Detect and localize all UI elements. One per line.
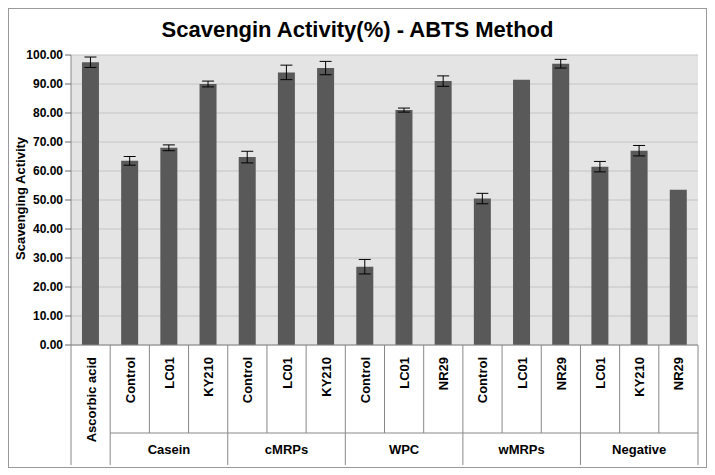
- svg-text:60.00: 60.00: [33, 164, 63, 178]
- svg-text:NR29: NR29: [554, 357, 569, 390]
- svg-text:KY210: KY210: [201, 357, 216, 397]
- svg-text:Ascorbic acid: Ascorbic acid: [84, 357, 99, 442]
- svg-text:wMRPs: wMRPs: [498, 442, 545, 457]
- svg-text:NR29: NR29: [436, 357, 451, 390]
- svg-text:KY210: KY210: [319, 357, 334, 397]
- svg-text:Control: Control: [240, 357, 255, 403]
- svg-text:cMRPs: cMRPs: [265, 442, 308, 457]
- svg-text:KY210: KY210: [632, 357, 647, 397]
- svg-text:30.00: 30.00: [33, 251, 63, 265]
- html-text:Scavengin Activity(%) - ABTS M: Scavengin Activity(%) - ABTS Method: [161, 17, 554, 42]
- svg-text:NR29: NR29: [671, 357, 686, 390]
- svg-text:0.00: 0.00: [40, 338, 64, 352]
- svg-text:LC01: LC01: [280, 357, 295, 389]
- svg-text:LC01: LC01: [515, 357, 530, 389]
- svg-text:40.00: 40.00: [33, 222, 63, 236]
- svg-text:LC01: LC01: [162, 357, 177, 389]
- svg-text:Control: Control: [123, 357, 138, 403]
- svg-text:LC01: LC01: [397, 357, 412, 389]
- svg-text:20.00: 20.00: [33, 280, 63, 294]
- svg-text:Control: Control: [358, 357, 373, 403]
- svg-text:50.00: 50.00: [33, 193, 63, 207]
- svg-text:Control: Control: [475, 357, 490, 403]
- svg-text:Casein: Casein: [148, 442, 191, 457]
- svg-text:90.00: 90.00: [33, 77, 63, 91]
- svg-text:10.00: 10.00: [33, 309, 63, 323]
- svg-text:LC01: LC01: [593, 357, 608, 389]
- svg-text:Scavenging Activity: Scavenging Activity: [13, 136, 28, 260]
- svg-text:WPC: WPC: [389, 442, 420, 457]
- svg-text:100.00: 100.00: [26, 49, 63, 62]
- svg-text:70.00: 70.00: [33, 135, 63, 149]
- svg-text:Negative: Negative: [612, 442, 666, 457]
- svg-text:80.00: 80.00: [33, 106, 63, 120]
